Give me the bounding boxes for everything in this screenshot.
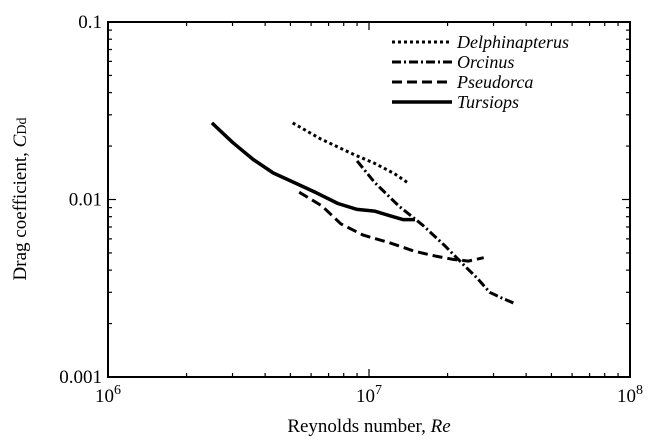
y-tick-labels: 0.001 0.01 0.1 [59, 12, 102, 388]
x-tick-label-exp: 8 [636, 383, 643, 398]
y-axis-label-symbol: C [10, 134, 31, 147]
x-tick-label-base: 10 [356, 386, 375, 407]
y-axis-label-subscript: Dd [15, 118, 30, 135]
series-line-tursiops [210, 121, 415, 222]
axis-ticks [107, 22, 630, 378]
x-tick-label: 108 [617, 383, 643, 407]
x-tick-label: 106 [95, 383, 121, 407]
x-axis-label-italic: Re [430, 416, 451, 437]
x-tick-label-base: 10 [95, 386, 114, 407]
legend-label-orcinus: Orcinus [457, 52, 514, 72]
legend-label-pseudorca: Pseudorca [456, 72, 533, 92]
x-tick-label-exp: 6 [114, 383, 121, 398]
x-tick-label-exp: 7 [375, 383, 382, 398]
series-lines [210, 121, 515, 305]
y-tick-label: 0.01 [69, 190, 102, 211]
series-line-pseudorca [298, 190, 485, 263]
legend-label-tursiops: Tursiops [457, 92, 519, 112]
x-axis-label: Reynolds number, Re [287, 416, 450, 437]
x-tick-label-base: 10 [617, 386, 636, 407]
x-tick-labels: 106 107 108 [95, 383, 643, 407]
y-axis-label: Drag coefficient, CDd [10, 118, 31, 281]
y-axis-label-text: Drag coefficient, [10, 147, 31, 280]
x-tick-label: 107 [356, 383, 382, 407]
series-line-delphinapterus [291, 121, 408, 184]
x-axis-label-text: Reynolds number, [287, 416, 430, 437]
plot-frame [107, 21, 631, 378]
y-tick-label: 0.001 [59, 367, 102, 388]
y-tick-label: 0.1 [78, 12, 102, 33]
series-line-orcinus [355, 159, 515, 305]
legend-label-delphinapterus: Delphinapterus [456, 32, 569, 52]
